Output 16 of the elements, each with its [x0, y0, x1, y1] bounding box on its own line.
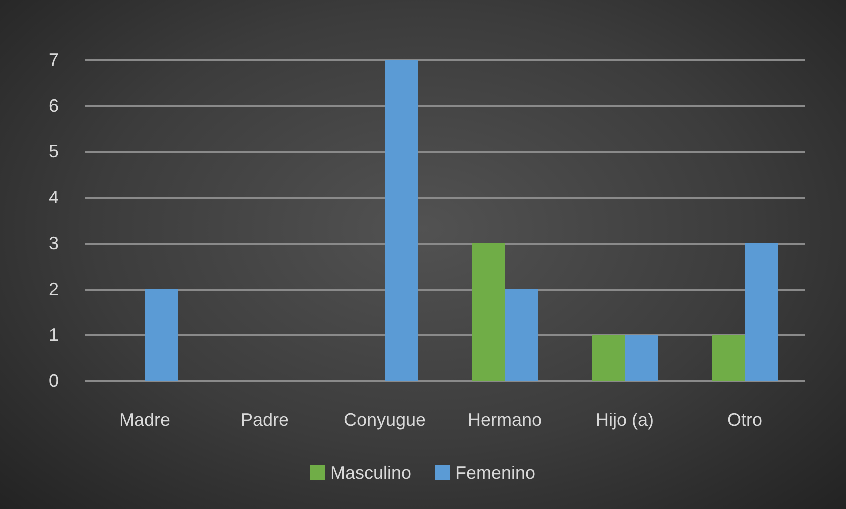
x-tick-label: Madre [119, 410, 171, 430]
y-tick-label: 0 [48, 371, 59, 391]
y-tick-label: 1 [48, 325, 59, 346]
x-tick-label: Hermano [468, 410, 542, 430]
y-tick-label: 2 [48, 279, 59, 300]
y-tick-label: 7 [48, 50, 59, 70]
y-tick-label: 3 [48, 233, 59, 254]
x-tick-label: Padre [240, 410, 290, 430]
y-tick-label: 5 [48, 142, 59, 162]
y-tick-label: 4 [48, 188, 59, 208]
legend-label: Masculino [330, 463, 412, 483]
x-tick-label: Otro [727, 410, 763, 430]
x-tick-label: Hijo (a) [596, 410, 654, 430]
legend-label: Femenino [455, 463, 536, 483]
x-tick-label: Conyugue [344, 410, 426, 430]
y-tick-label: 6 [48, 96, 59, 116]
